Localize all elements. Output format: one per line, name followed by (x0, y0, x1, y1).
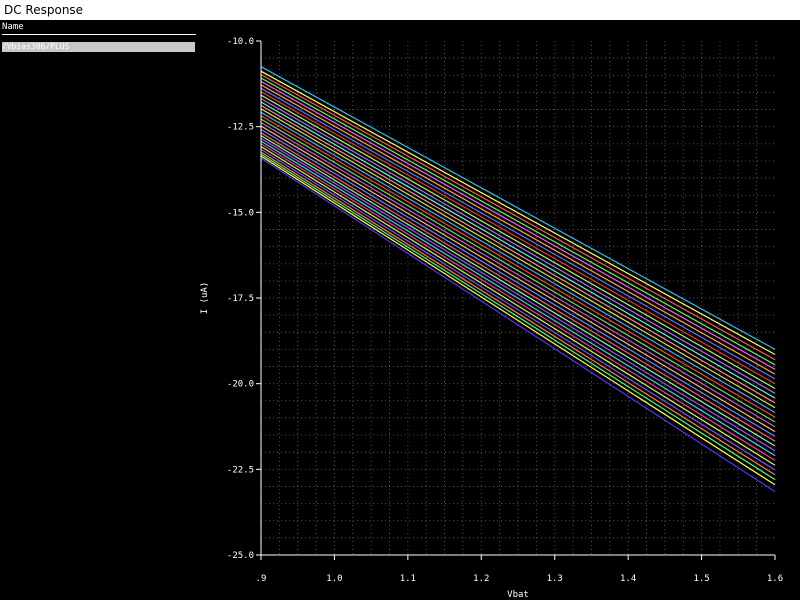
series-line-19 (260, 128, 776, 437)
series-line-23 (260, 140, 776, 457)
y-tick-label: -12.5 (227, 123, 254, 133)
series-line-1 (260, 66, 776, 350)
x-tick-label: 1.3 (547, 574, 563, 584)
legend-divider (2, 34, 196, 35)
series-line-27 (260, 151, 776, 476)
series-line-14 (260, 111, 776, 414)
legend-name-header: Name (2, 22, 24, 32)
series-line-2 (260, 70, 776, 356)
series-line-24 (260, 143, 776, 461)
y-axis-title: I (uA) (200, 282, 210, 315)
y-tick-label: -10.0 (227, 37, 254, 47)
series-line-3 (260, 74, 776, 361)
y-tick-label: -22.5 (227, 465, 254, 475)
x-tick-label: 1.4 (620, 574, 636, 584)
series-line-5 (260, 80, 776, 370)
x-tick-label: 1.0 (326, 574, 342, 584)
window-title: DC Response (0, 0, 800, 20)
x-tick-label: .9 (256, 574, 267, 584)
x-axis-title: Vbat (507, 590, 529, 600)
y-tick-label: -20.0 (227, 380, 254, 390)
series-line-28 (260, 153, 776, 481)
x-tick-label: 1.2 (473, 574, 489, 584)
series-line-13 (260, 108, 776, 409)
series-line-10 (260, 98, 776, 394)
series-line-8 (260, 91, 776, 385)
series-line-30 (260, 157, 776, 493)
y-tick-label: -15.0 (227, 208, 254, 218)
series-line-29 (260, 155, 776, 486)
series-line-4 (260, 77, 776, 366)
series-line-9 (260, 94, 776, 390)
x-tick-label: 1.5 (693, 574, 709, 584)
series-line-16 (260, 118, 776, 423)
label-layer: -10.0 -12.5 -15.0 -17.5 -20.0 -22.5 -25.0 .9 1.0… (200, 37, 783, 600)
series-line-26 (260, 148, 776, 471)
series-line-7 (260, 87, 776, 380)
series-line-6 (260, 84, 776, 375)
series-line-11 (260, 101, 776, 399)
y-tick-label: -25.0 (227, 551, 254, 561)
x-tick-label: 1.1 (400, 574, 416, 584)
series-line-21 (260, 135, 776, 447)
series-line-12 (260, 104, 776, 404)
series-line-18 (260, 125, 776, 433)
legend-entry-vbias306-plus[interactable]: /Vbias306/PLUS (2, 42, 195, 52)
series-line-25 (260, 145, 776, 466)
series-layer (260, 66, 776, 493)
series-line-20 (260, 132, 776, 442)
x-tick-label: 1.6 (767, 574, 783, 584)
series-line-15 (260, 115, 776, 418)
series-line-22 (260, 137, 776, 452)
axis-layer (256, 40, 776, 560)
y-tick-label: -17.5 (227, 294, 254, 304)
series-line-17 (260, 122, 776, 428)
legend-panel: Name /Vbias306/PLUS (0, 20, 200, 600)
